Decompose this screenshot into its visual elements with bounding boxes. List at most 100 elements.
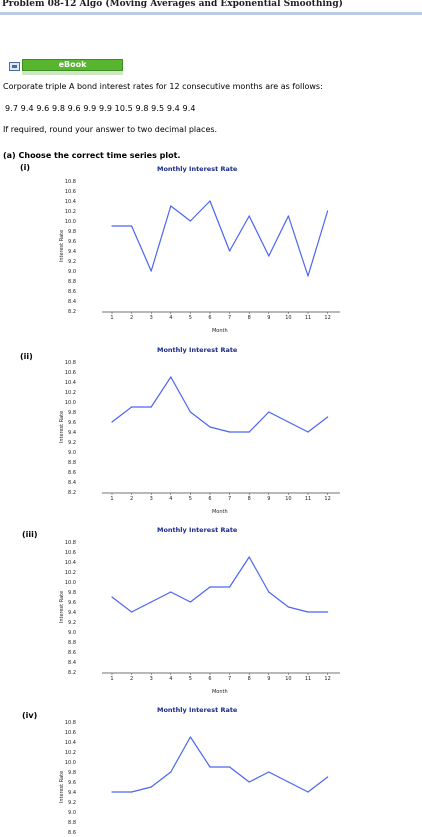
data-point [307, 431, 309, 433]
option-i-radio[interactable]: (i) [20, 163, 31, 172]
ebook-button[interactable]: eBook [22, 59, 123, 71]
x-tick-label: 11 [305, 676, 311, 682]
data-point [327, 210, 329, 212]
x-tick-label: 4 [169, 496, 172, 502]
y-tick-label: 10.8 [65, 360, 76, 366]
problem-header: Problem 08-12 Algo (Moving Averages and … [0, 0, 422, 15]
interest-rate-series [112, 736, 328, 793]
y-tick-label: 8.4 [68, 480, 76, 486]
option-iv-radio[interactable]: (iv) [22, 711, 38, 720]
y-tick-label: 9.2 [68, 259, 76, 265]
y-tick-label: 9.4 [68, 249, 76, 255]
y-tick-label: 10.2 [65, 390, 76, 396]
y-tick-label: 8.6 [68, 650, 76, 656]
y-tick-label: 9.8 [68, 590, 76, 596]
data-point [307, 611, 309, 613]
book-icon[interactable] [9, 62, 20, 71]
y-tick-label: 9.2 [68, 440, 76, 446]
data-point [248, 431, 250, 433]
y-tick-label: 8.8 [68, 460, 76, 466]
y-tick-label: 8.8 [68, 820, 76, 826]
data-point [150, 786, 152, 788]
y-tick-label: 9.0 [68, 450, 76, 456]
y-tick-label: 9.0 [68, 630, 76, 636]
y-tick-label: 10.2 [65, 209, 76, 215]
data-point [189, 411, 191, 413]
x-tick-label: 10 [285, 496, 291, 502]
option-ii-radio[interactable]: (ii) [20, 352, 33, 361]
y-tick-label: 8.4 [68, 299, 76, 305]
y-tick-label: 9.0 [68, 810, 76, 816]
x-tick-label: 5 [189, 496, 192, 502]
interest-rate-series [111, 556, 328, 613]
y-tick-label: 9.6 [68, 239, 76, 245]
data-point [131, 791, 133, 793]
data-point [229, 431, 231, 433]
data-point [229, 250, 231, 252]
x-tick-label: 2 [130, 676, 133, 682]
y-tick-label: 10.4 [65, 560, 76, 566]
data-point [170, 591, 172, 593]
y-tick-label: 8.8 [68, 640, 76, 646]
x-tick-label: 8 [248, 315, 251, 321]
x-tick-label: 3 [150, 676, 153, 682]
y-tick-label: 10.6 [65, 550, 76, 556]
y-tick-label: 9.4 [68, 790, 76, 796]
data-point [111, 791, 113, 793]
y-tick-label: 10.0 [65, 580, 76, 586]
data-point [248, 781, 250, 783]
interest-rates: 9.7 9.4 9.6 9.8 9.6 9.9 9.9 10.5 9.8 9.5… [5, 104, 196, 113]
y-tick-label: 10.8 [65, 540, 76, 546]
x-axis-label: Month [212, 328, 228, 334]
x-tick-label: 5 [189, 676, 192, 682]
data-point [111, 596, 113, 598]
x-tick-label: 3 [150, 496, 153, 502]
y-tick-label: 8.6 [68, 289, 76, 295]
data-point [111, 421, 113, 423]
y-tick-label: 9.6 [68, 600, 76, 606]
chart-i-title: Monthly Interest Rate [157, 165, 238, 173]
y-tick-label: 10.4 [65, 380, 76, 386]
x-tick-label: 10 [285, 315, 291, 321]
x-tick-label: 11 [305, 315, 311, 321]
x-tick-label: 4 [169, 315, 172, 321]
x-tick-label: 9 [267, 315, 270, 321]
y-tick-label: 9.0 [68, 269, 76, 275]
data-point [131, 611, 133, 613]
y-tick-label: 10.4 [65, 199, 76, 205]
y-tick-label: 9.2 [68, 800, 76, 806]
y-tick-label: 8.2 [68, 309, 76, 315]
data-point [170, 771, 172, 773]
y-axis-label: Interest Rate [59, 591, 65, 623]
x-tick-label: 1 [110, 315, 113, 321]
chart-iv-title: Monthly Interest Rate [157, 706, 238, 714]
data-point [287, 215, 289, 217]
chart-iii: 10.8 10.6 10.4 10.2 10.0 9.8 9.6 9.4 9.2 9.0 8.8 8.… [59, 540, 340, 695]
chart-iii-title: Monthly Interest Rate [157, 526, 238, 534]
y-axis-label: Interest Rate [59, 230, 65, 262]
y-tick-label: 10.2 [65, 570, 76, 576]
data-point [150, 270, 152, 272]
x-tick-label: 7 [228, 676, 231, 682]
y-tick-label: 10.0 [65, 219, 76, 225]
x-tick-label: 1 [110, 496, 113, 502]
option-iii-radio[interactable]: (iii) [22, 530, 38, 539]
chart-ii-title: Monthly Interest Rate [157, 346, 238, 354]
x-tick-label: 6 [208, 315, 211, 321]
y-axis-label: Interest Rate [59, 411, 65, 443]
y-tick-label: 10.6 [65, 370, 76, 376]
y-tick-label: 8.6 [68, 830, 76, 836]
data-point [209, 586, 211, 588]
y-tick-label: 9.2 [68, 620, 76, 626]
x-tick-label: 8 [248, 496, 251, 502]
y-tick-label: 8.4 [68, 660, 76, 666]
x-tick-label: 12 [324, 676, 330, 682]
y-tick-label: 8.2 [68, 670, 76, 676]
data-point [307, 275, 309, 277]
data-point [209, 766, 211, 768]
data-point [268, 591, 270, 593]
data-point [327, 776, 329, 778]
data-point [268, 411, 270, 413]
data-point [268, 771, 270, 773]
x-tick-label: 3 [150, 315, 153, 321]
